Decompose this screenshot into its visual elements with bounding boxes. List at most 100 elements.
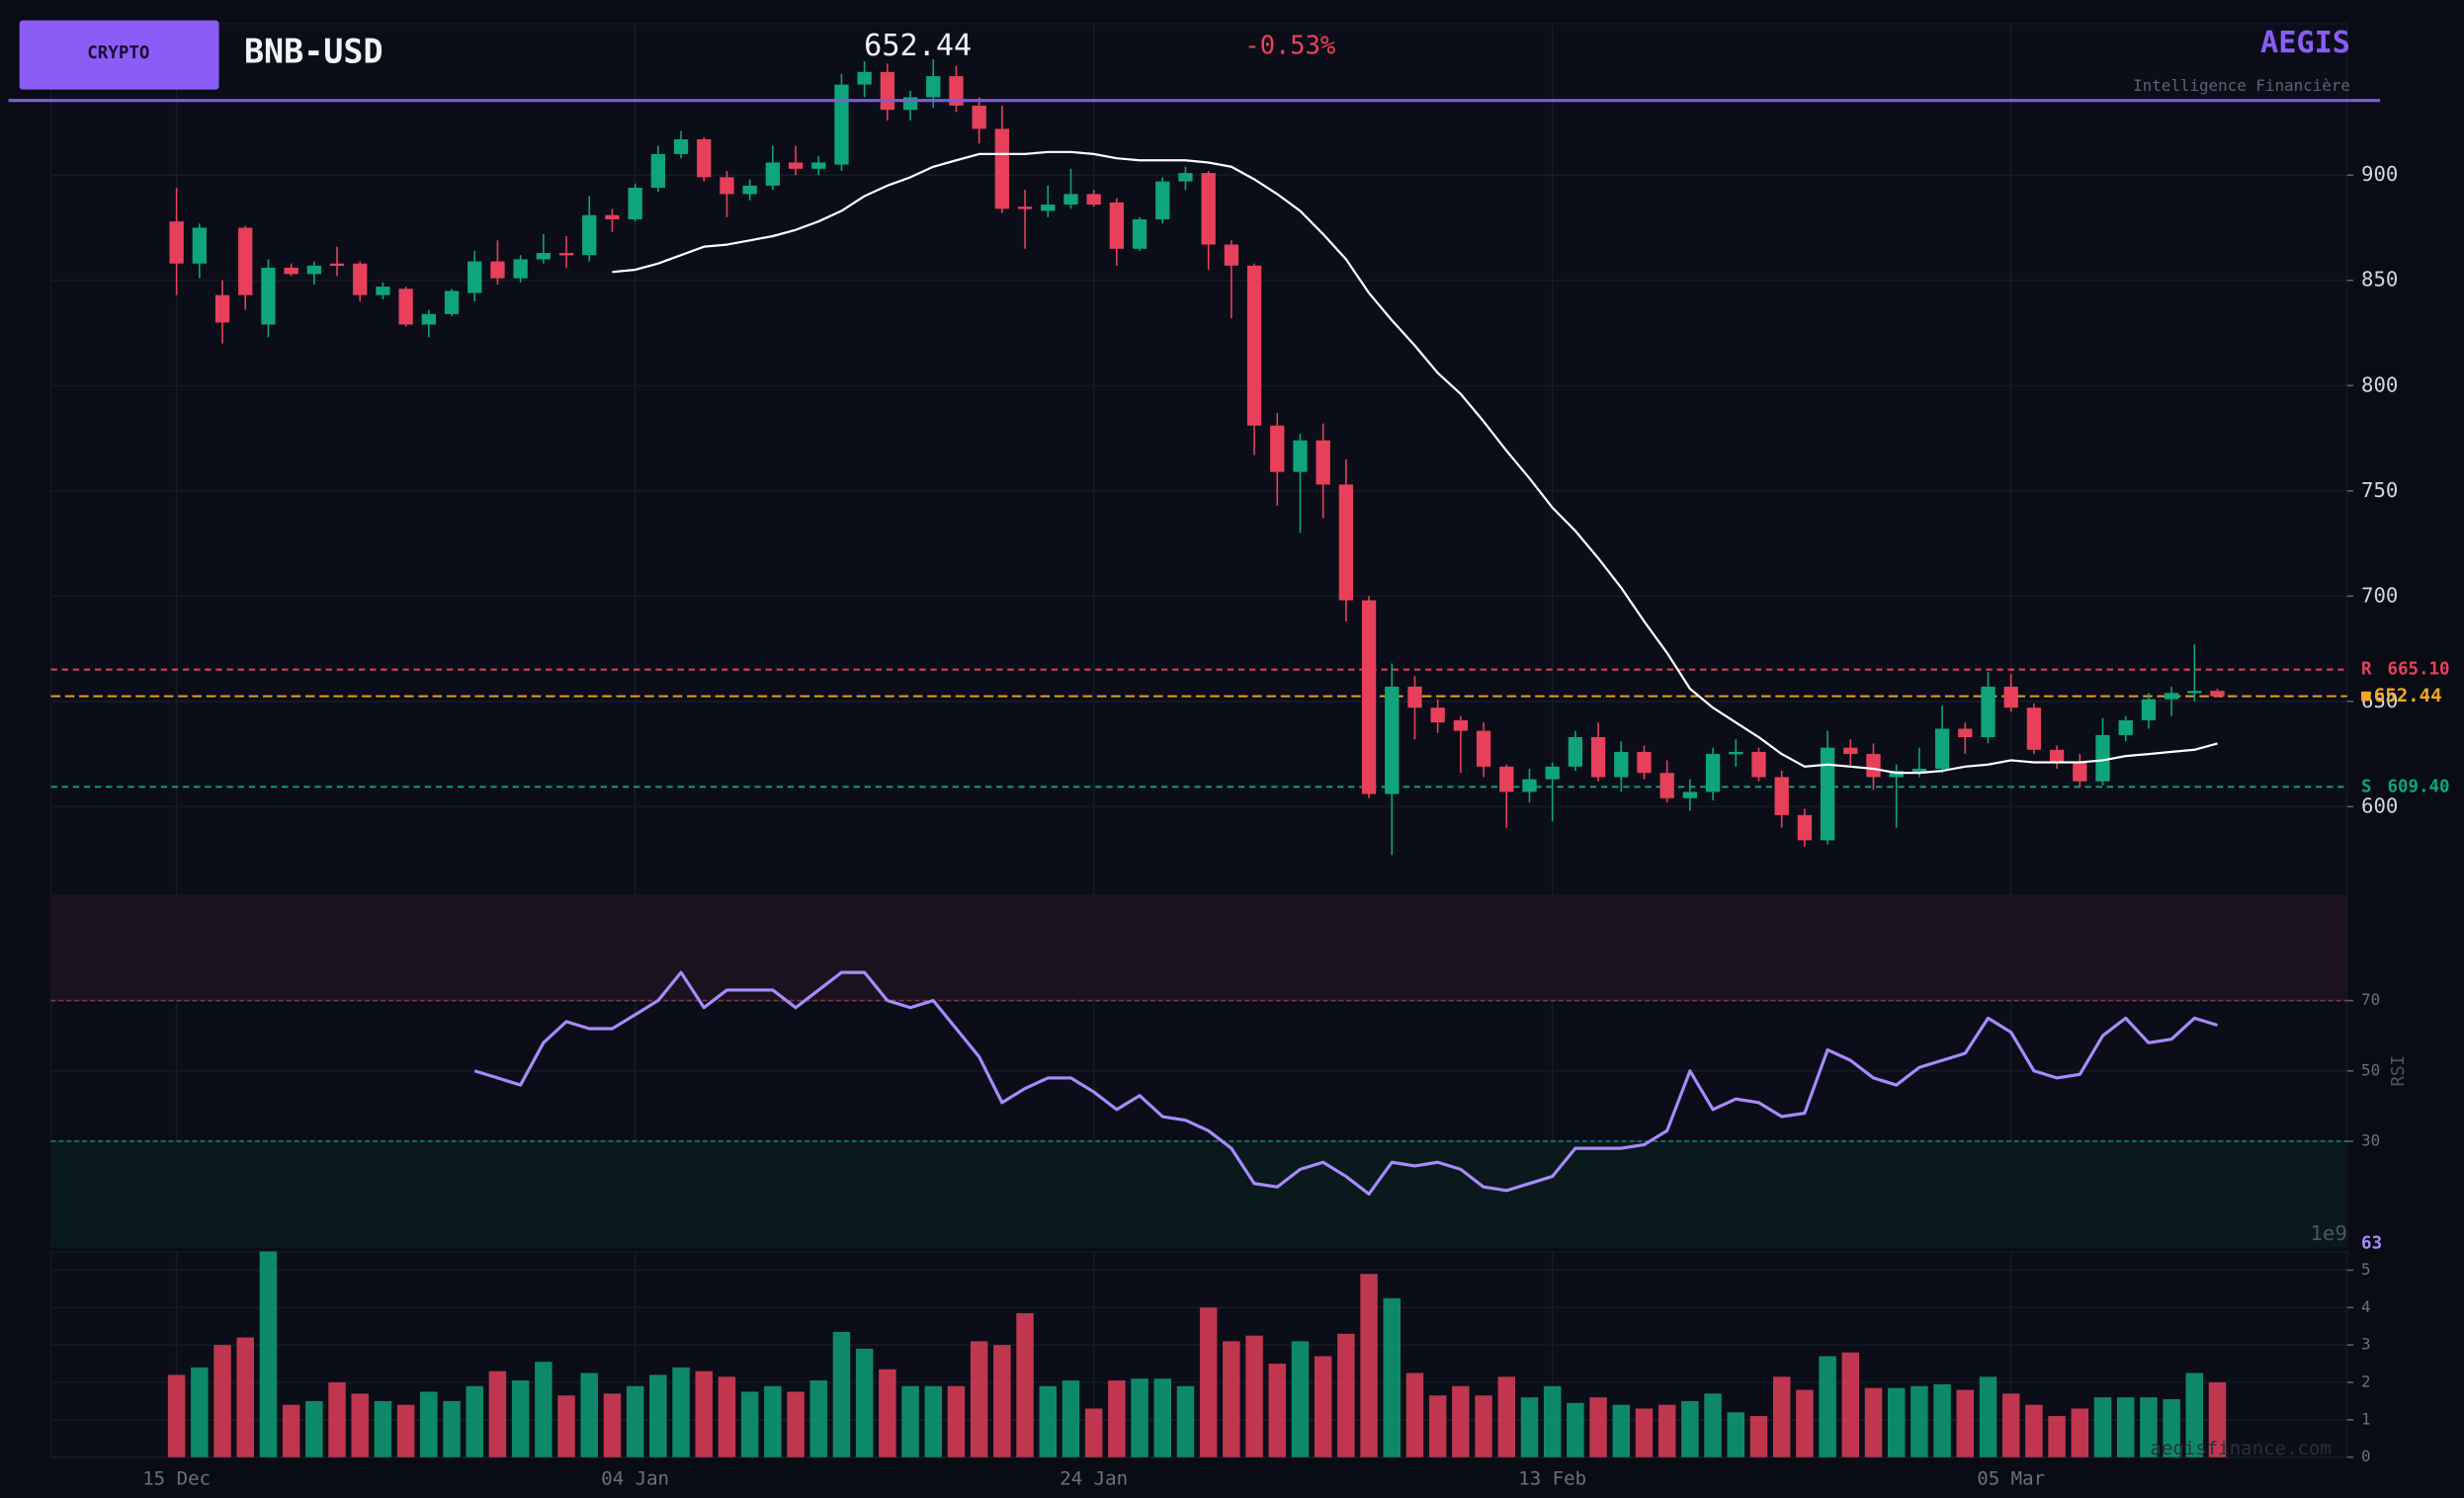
- candle-body: [1201, 173, 1216, 245]
- candle-body: [1729, 751, 1743, 755]
- y-tick-label: 600: [2361, 793, 2398, 817]
- volume-bar: [879, 1369, 896, 1457]
- candle-body: [1063, 194, 1078, 206]
- volume-bar: [695, 1371, 713, 1457]
- candle-body: [2049, 749, 2065, 763]
- candle-body: [1155, 181, 1170, 219]
- volume-bar: [2140, 1397, 2158, 1457]
- volume-bar: [1497, 1376, 1516, 1457]
- candle-body: [2141, 699, 2157, 720]
- volume-bar: [832, 1331, 851, 1457]
- candle-body: [926, 76, 941, 98]
- volume-bar: [396, 1404, 415, 1457]
- volume-bar: [236, 1337, 254, 1457]
- candle-body: [558, 253, 574, 256]
- volume-bar: [2116, 1397, 2135, 1457]
- volume-bar: [328, 1381, 346, 1457]
- volume-bar: [282, 1404, 300, 1457]
- volume-bar: [259, 1251, 278, 1457]
- volume-bar: [1360, 1274, 1378, 1457]
- volume-bar: [1841, 1352, 1860, 1457]
- candle-body: [1843, 747, 1858, 755]
- y-tick-label: 70: [2361, 990, 2380, 1009]
- volume-bar: [213, 1345, 231, 1457]
- candle-body: [2164, 693, 2179, 700]
- volume-bar: [2208, 1381, 2227, 1457]
- volume-bar: [2071, 1408, 2089, 1457]
- y-tick-label: 900: [2361, 162, 2398, 186]
- candle-body: [1476, 730, 1491, 767]
- volume-bar: [1245, 1335, 1263, 1457]
- candle-body: [376, 287, 390, 295]
- volume-bar: [1727, 1412, 1745, 1457]
- volume-bar: [535, 1362, 552, 1457]
- volume-bar: [1589, 1397, 1607, 1457]
- volume-bar: [580, 1373, 598, 1457]
- volume-bar: [764, 1385, 782, 1457]
- volume-bar: [305, 1400, 323, 1457]
- candle-body: [1889, 771, 1904, 778]
- volume-bar: [2048, 1416, 2066, 1457]
- volume-bar: [649, 1374, 667, 1457]
- volume-bar: [1956, 1389, 1975, 1457]
- volume-bar: [1864, 1387, 1883, 1457]
- volume-bar: [718, 1376, 736, 1457]
- scale-label: 1e9: [2310, 1221, 2346, 1245]
- volume-bar: [557, 1395, 575, 1457]
- candle-body: [2187, 691, 2202, 694]
- volume-bar: [924, 1385, 942, 1457]
- volume-bar: [191, 1367, 209, 1457]
- volume-bar: [1108, 1380, 1126, 1457]
- y-tick-label: 700: [2361, 583, 2398, 607]
- asset-badge: [19, 20, 219, 90]
- candle-body: [192, 227, 207, 264]
- tagline: Intelligence Financière: [2133, 76, 2350, 95]
- x-tick-label: 04 Jan: [601, 1467, 669, 1489]
- volume-bar: [1452, 1385, 1470, 1457]
- candle-body: [1705, 754, 1721, 792]
- candle-body: [513, 259, 528, 279]
- candle-body: [306, 265, 321, 275]
- candle-body: [1017, 207, 1033, 209]
- level-name: S: [2361, 777, 2372, 796]
- volume-bar: [1635, 1408, 1654, 1457]
- candle-body: [1453, 719, 1469, 731]
- candle-body: [169, 221, 184, 264]
- x-tick-label: 05 Mar: [1977, 1467, 2045, 1489]
- volume-bar: [466, 1385, 483, 1457]
- volume-bar: [1612, 1404, 1631, 1457]
- level-value: 609.40: [2387, 777, 2449, 796]
- brand: AEGIS: [2260, 26, 2350, 60]
- candle-body: [1774, 777, 1789, 815]
- candle-body: [2003, 686, 2018, 708]
- candle-body: [2073, 762, 2087, 782]
- volume-bar: [1772, 1376, 1791, 1457]
- candle-body: [811, 162, 826, 169]
- volume-bar: [1084, 1408, 1103, 1457]
- volume-bar: [2163, 1399, 2180, 1457]
- candle-body: [1499, 766, 1514, 792]
- candle-body: [1682, 791, 1698, 798]
- volume-bar: [1016, 1312, 1034, 1457]
- candle-body: [1246, 265, 1262, 426]
- volume-bar: [1199, 1307, 1218, 1457]
- volume-bar: [1428, 1395, 1447, 1457]
- volume-bar: [1153, 1378, 1172, 1457]
- candle-body: [467, 261, 482, 293]
- candle-body: [742, 185, 757, 195]
- volume-bar: [351, 1393, 369, 1457]
- volume-bar: [672, 1367, 690, 1457]
- candle-body: [765, 162, 780, 186]
- candle-body: [421, 313, 436, 325]
- candle-body: [1545, 766, 1560, 780]
- candle-body: [1430, 707, 1445, 723]
- candle-body: [880, 71, 895, 111]
- volume-bar: [1405, 1373, 1424, 1457]
- volume-bar: [603, 1393, 622, 1457]
- candle-body: [628, 188, 642, 219]
- volume-bar: [167, 1374, 186, 1457]
- y-tick-label: 850: [2361, 268, 2398, 291]
- x-tick-label: 24 Jan: [1060, 1467, 1128, 1489]
- candle-body: [605, 214, 620, 219]
- volume-bar: [1979, 1376, 1997, 1457]
